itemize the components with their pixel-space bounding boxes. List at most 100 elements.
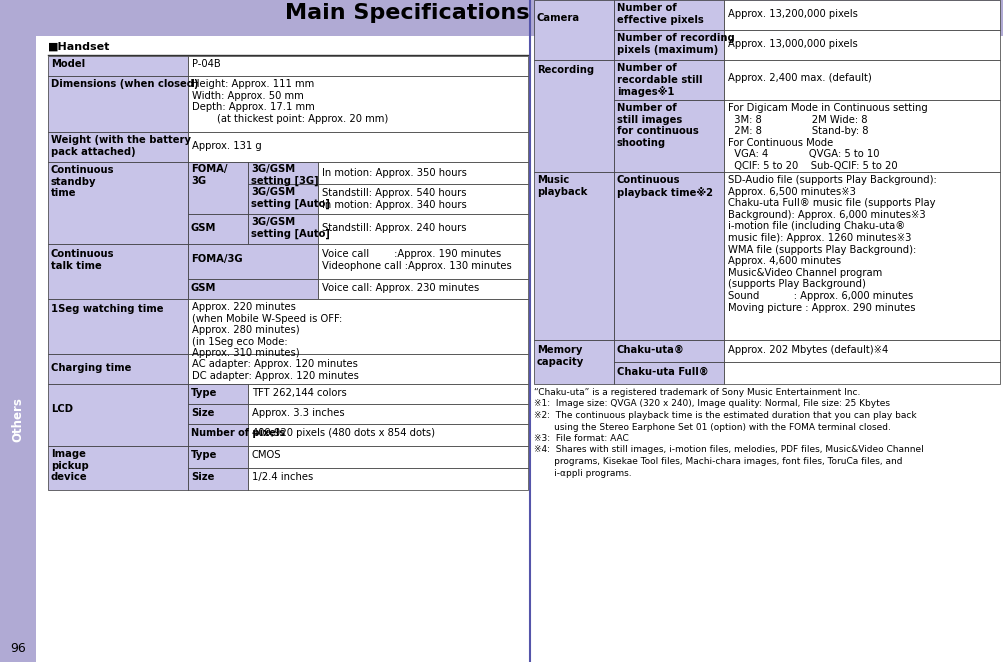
Text: i-αppli programs.: i-αppli programs.	[534, 469, 631, 477]
Text: In motion: Approx. 350 hours: In motion: Approx. 350 hours	[322, 168, 466, 178]
Text: 96: 96	[10, 641, 26, 655]
Text: Approx. 13,000,000 pixels: Approx. 13,000,000 pixels	[727, 39, 857, 49]
Text: TFT 262,144 colors: TFT 262,144 colors	[252, 388, 346, 398]
Bar	[188, 76, 528, 132]
Bar	[188, 354, 528, 384]
Text: ※3:  File format: AAC: ※3: File format: AAC	[534, 434, 628, 443]
Bar	[188, 56, 528, 76]
Text: GSM: GSM	[191, 223, 217, 233]
Text: Model: Model	[51, 59, 85, 69]
Text: Number of pixels: Number of pixels	[191, 428, 285, 438]
Text: Approx. 13,200,000 pixels: Approx. 13,200,000 pixels	[727, 9, 857, 19]
Bar	[614, 340, 723, 362]
Text: “Chaku-uta” is a registered trademark of Sony Music Entertainment Inc.: “Chaku-uta” is a registered trademark of…	[534, 388, 860, 397]
Text: ■Handset: ■Handset	[48, 42, 110, 52]
Bar	[48, 162, 188, 244]
Bar	[248, 184, 318, 214]
Text: Approx. 3.3 inches: Approx. 3.3 inches	[252, 408, 344, 418]
Text: For Digicam Mode in Continuous setting
  3M: 8                2M Wide: 8
  2M: 8: For Digicam Mode in Continuous setting 3…	[727, 103, 927, 171]
Bar	[723, 0, 999, 30]
Bar	[188, 132, 528, 162]
Bar	[318, 279, 528, 299]
Text: P-04B: P-04B	[192, 59, 221, 69]
Bar	[48, 56, 188, 76]
Text: Height: Approx. 111 mm
Width: Approx. 50 mm
Depth: Approx. 17.1 mm
        (at t: Height: Approx. 111 mm Width: Approx. 50…	[192, 79, 388, 124]
Text: GSM: GSM	[191, 283, 217, 293]
Bar	[188, 162, 248, 214]
Text: using the Stereo Earphone Set 01 (option) with the FOMA terminal closed.: using the Stereo Earphone Set 01 (option…	[534, 422, 890, 432]
Text: Image
pickup
device: Image pickup device	[51, 449, 88, 482]
Text: Chaku-uta®: Chaku-uta®	[617, 345, 684, 355]
Text: Approx. 131 g: Approx. 131 g	[192, 141, 262, 151]
Bar	[188, 404, 248, 424]
Text: Weight (with the battery
pack attached): Weight (with the battery pack attached)	[51, 135, 191, 157]
Bar	[723, 60, 999, 100]
Text: Continuous
playback time※2: Continuous playback time※2	[617, 175, 712, 198]
Bar	[534, 172, 614, 340]
Text: Dimensions (when closed): Dimensions (when closed)	[51, 79, 199, 89]
Bar	[188, 244, 318, 279]
Text: FOMA/
3G: FOMA/ 3G	[191, 164, 228, 185]
Bar	[614, 172, 723, 340]
Text: Continuous
talk time: Continuous talk time	[51, 249, 114, 271]
Text: Approx. 202 Mbytes (default)※4: Approx. 202 Mbytes (default)※4	[727, 345, 888, 355]
Text: Others: Others	[11, 398, 24, 442]
Bar	[48, 76, 188, 132]
Text: SD-Audio file (supports Play Background):
Approx. 6,500 minutes※3
Chaku-uta Full: SD-Audio file (supports Play Background)…	[727, 175, 936, 312]
Bar	[48, 354, 188, 384]
Text: Standstill: Approx. 540 hours
In motion: Approx. 340 hours: Standstill: Approx. 540 hours In motion:…	[322, 188, 466, 210]
Text: Size: Size	[191, 472, 215, 482]
Text: ※4:  Shares with still images, i-motion files, melodies, PDF files, Music&Video : ※4: Shares with still images, i-motion f…	[534, 446, 923, 455]
Text: Voice call        :Approx. 190 minutes
Videophone call :Approx. 130 minutes: Voice call :Approx. 190 minutes Videopho…	[322, 249, 512, 271]
Bar	[248, 468, 528, 490]
Bar	[534, 0, 614, 60]
Text: Number of
recordable still
images※1: Number of recordable still images※1	[617, 63, 702, 97]
Text: Approx. 220 minutes
(when Mobile W-Speed is OFF:
Approx. 280 minutes)
(in 1Seg e: Approx. 220 minutes (when Mobile W-Speed…	[192, 302, 342, 358]
Text: Number of
effective pixels: Number of effective pixels	[617, 3, 703, 24]
Text: 3G/GSM
setting [Auto]: 3G/GSM setting [Auto]	[251, 217, 330, 239]
Text: Type: Type	[191, 388, 218, 398]
Bar	[614, 362, 723, 384]
Text: LCD: LCD	[51, 404, 73, 414]
Text: 3G/GSM
setting [3G]: 3G/GSM setting [3G]	[251, 164, 318, 186]
Bar	[723, 172, 999, 340]
Bar	[318, 184, 528, 214]
Text: Approx. 2,400 max. (default): Approx. 2,400 max. (default)	[727, 73, 871, 83]
Text: 409,920 pixels (480 dots x 854 dots): 409,920 pixels (480 dots x 854 dots)	[252, 428, 434, 438]
Bar	[248, 446, 528, 468]
Text: Number of recording
pixels (maximum): Number of recording pixels (maximum)	[617, 33, 734, 54]
Bar	[188, 279, 318, 299]
Text: Voice call: Approx. 230 minutes: Voice call: Approx. 230 minutes	[322, 283, 478, 293]
Text: Chaku-uta Full®: Chaku-uta Full®	[617, 367, 708, 377]
Text: Charging time: Charging time	[51, 363, 131, 373]
Bar	[0, 0, 36, 662]
Text: Camera: Camera	[537, 13, 580, 23]
Bar	[248, 384, 528, 404]
Bar	[248, 162, 318, 184]
Bar	[723, 30, 999, 60]
Bar	[188, 446, 248, 468]
Text: ※2:  The continuous playback time is the estimated duration that you can play ba: ※2: The continuous playback time is the …	[534, 411, 916, 420]
Bar	[723, 362, 999, 384]
Text: Memory
capacity: Memory capacity	[537, 345, 584, 367]
Bar	[36, 0, 1003, 36]
Bar	[188, 468, 248, 490]
Text: Recording: Recording	[537, 65, 594, 75]
Text: Standstill: Approx. 240 hours: Standstill: Approx. 240 hours	[322, 223, 466, 233]
Text: AC adapter: Approx. 120 minutes
DC adapter: Approx. 120 minutes: AC adapter: Approx. 120 minutes DC adapt…	[192, 359, 358, 381]
Text: Music
playback: Music playback	[537, 175, 587, 197]
Bar	[723, 340, 999, 362]
Text: Main Specifications: Main Specifications	[285, 3, 529, 23]
Bar	[318, 214, 528, 244]
Bar	[534, 60, 614, 172]
Text: 1/2.4 inches: 1/2.4 inches	[252, 472, 313, 482]
Text: programs, Kisekae Tool files, Machi-chara images, font files, ToruCa files, and: programs, Kisekae Tool files, Machi-char…	[534, 457, 902, 466]
Bar	[48, 132, 188, 162]
Bar	[188, 384, 248, 404]
Bar	[188, 214, 248, 244]
Text: Size: Size	[191, 408, 215, 418]
Bar	[614, 100, 723, 172]
Bar	[48, 299, 188, 354]
Bar	[614, 60, 723, 100]
Bar	[248, 404, 528, 424]
